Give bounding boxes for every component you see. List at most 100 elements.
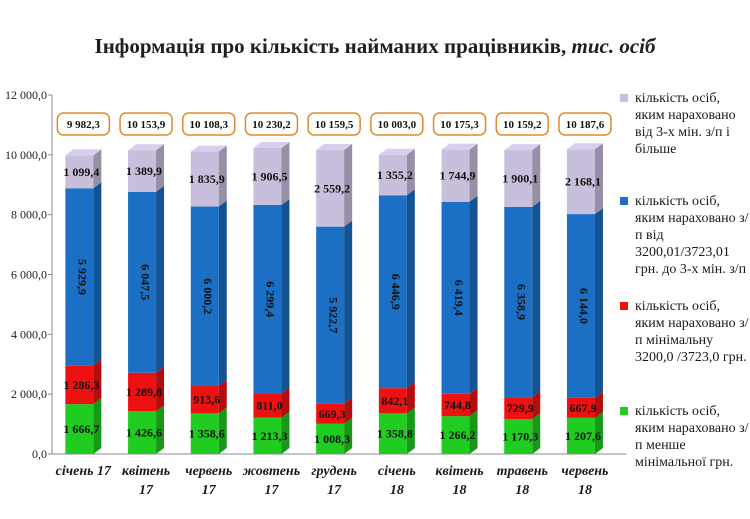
- x-tick-label: 17: [139, 483, 154, 498]
- x-tick-label: січень 17: [56, 464, 112, 479]
- bar-segment-front: [316, 423, 345, 454]
- bar-segment-side: [281, 141, 290, 205]
- total-label: 10 159,5: [315, 119, 354, 131]
- data-label: 1 906,5: [251, 169, 287, 183]
- bar-segment-front: [190, 386, 219, 414]
- total-label: 10 153,9: [127, 119, 166, 131]
- data-label: 1 266,2: [440, 428, 476, 442]
- bar-top-face: [128, 144, 165, 151]
- data-label: 6 419,4: [452, 280, 466, 316]
- data-label: 913,6: [193, 393, 220, 407]
- bar-segment-front: [378, 195, 407, 389]
- data-label: 1 355,2: [377, 168, 413, 182]
- bar-segment-front: [441, 149, 470, 202]
- chart-title-unit: тис. осіб: [571, 34, 656, 58]
- data-label: 1 289,8: [126, 385, 162, 399]
- bar-segment-front: [566, 149, 595, 215]
- x-tick-label: грудень: [311, 464, 357, 479]
- y-tick-label: 10 000,0: [5, 148, 47, 162]
- bar-segment-side: [469, 195, 478, 394]
- bar-segment-side: [594, 208, 603, 398]
- total-label: 10 187,6: [566, 119, 605, 131]
- data-label: 1 389,9: [126, 164, 162, 178]
- data-label: 744,8: [444, 398, 471, 412]
- bar-segment-side: [93, 398, 102, 454]
- chart-title: Інформація про кількість найманих праців…: [0, 34, 750, 59]
- bar-top-face: [441, 143, 478, 150]
- bar-segment-side: [218, 145, 227, 207]
- bar-segment-side: [532, 412, 541, 454]
- data-label: 1 426,6: [126, 426, 162, 440]
- bar-segment-front: [128, 372, 157, 412]
- total-label-box: [370, 112, 424, 136]
- x-tick-label: 17: [327, 483, 342, 498]
- bar-segment-side: [532, 144, 541, 207]
- x-tick-label: 17: [264, 483, 279, 498]
- bar-segment-side: [594, 391, 603, 418]
- data-label: 6 358,9: [515, 284, 529, 320]
- bar-segment-side: [469, 387, 478, 417]
- bar-segment-side: [344, 144, 353, 227]
- bar-segment-front: [190, 206, 219, 387]
- bar-segment-front: [253, 147, 282, 205]
- bar-segment-front: [441, 416, 470, 454]
- bar-top-face: [378, 148, 415, 155]
- x-tick-label: 17: [202, 483, 217, 498]
- data-label: 1 744,9: [440, 169, 476, 183]
- data-label: 1 666,7: [63, 422, 99, 436]
- bar-segment-side: [406, 189, 415, 389]
- legend-swatch: [620, 94, 628, 102]
- data-label: 669,3: [319, 407, 346, 421]
- bar-segment-front: [378, 154, 407, 196]
- bar-segment-side: [532, 391, 541, 419]
- bar-segment-front: [128, 150, 157, 192]
- bar-segment-front: [441, 201, 470, 394]
- total-label-box: [495, 112, 549, 136]
- bar-segment-front: [253, 393, 282, 418]
- total-label: 10 175,3: [440, 119, 479, 131]
- bar-segment-front: [504, 150, 533, 207]
- bar-top-face: [65, 149, 102, 156]
- chart-title-text: Інформація про кількість найманих праців…: [94, 34, 567, 58]
- data-label: 1 099,4: [63, 165, 99, 179]
- total-label: 10 003,0: [378, 119, 417, 131]
- bar-segment-front: [190, 151, 219, 207]
- bar-top-face: [253, 141, 290, 148]
- bar-segment-side: [406, 148, 415, 196]
- bar-segment-front: [316, 403, 345, 424]
- bar-segment-front: [65, 188, 94, 366]
- total-label: 10 108,3: [190, 119, 229, 131]
- total-label-box: [432, 112, 487, 136]
- bar-segment-side: [281, 198, 290, 394]
- bar-segment-front: [65, 155, 94, 189]
- bar-segment-side: [156, 144, 165, 192]
- legend-label: кількість осіб, яким нараховано від 3-х …: [635, 91, 736, 157]
- data-label: 1 835,9: [189, 172, 225, 186]
- bar-segment-side: [93, 359, 102, 405]
- bar-segment-front: [378, 413, 407, 454]
- y-tick-label: 4 000,0: [11, 327, 47, 341]
- data-label: 1 900,1: [502, 171, 538, 185]
- y-tick-label: 8 000,0: [11, 208, 47, 222]
- bar-segment-front: [316, 150, 345, 227]
- legend-label: кількість осіб, яким нараховано з/п міні…: [635, 299, 749, 365]
- x-tick-label: травень: [497, 464, 548, 479]
- bar-segment-front: [65, 365, 94, 405]
- y-tick-label: 0,0: [32, 447, 47, 461]
- x-tick-label: квітень: [122, 464, 170, 479]
- total-label-box: [558, 112, 612, 136]
- x-tick-label: червень: [561, 464, 608, 479]
- data-label: 6 047,5: [138, 264, 152, 300]
- total-label-box: [182, 112, 236, 136]
- total-label: 9 982,3: [67, 119, 101, 131]
- bar-segment-front: [566, 214, 595, 398]
- x-tick-label: квітень: [435, 464, 483, 479]
- data-label: 667,9: [569, 401, 596, 415]
- data-label: 1 213,3: [251, 429, 287, 443]
- bar-segment-side: [344, 397, 353, 424]
- data-label: 6 144,0: [577, 288, 591, 324]
- bar-segment-side: [218, 200, 227, 387]
- bar-segment-side: [469, 410, 478, 454]
- data-label: 1 358,6: [189, 427, 225, 441]
